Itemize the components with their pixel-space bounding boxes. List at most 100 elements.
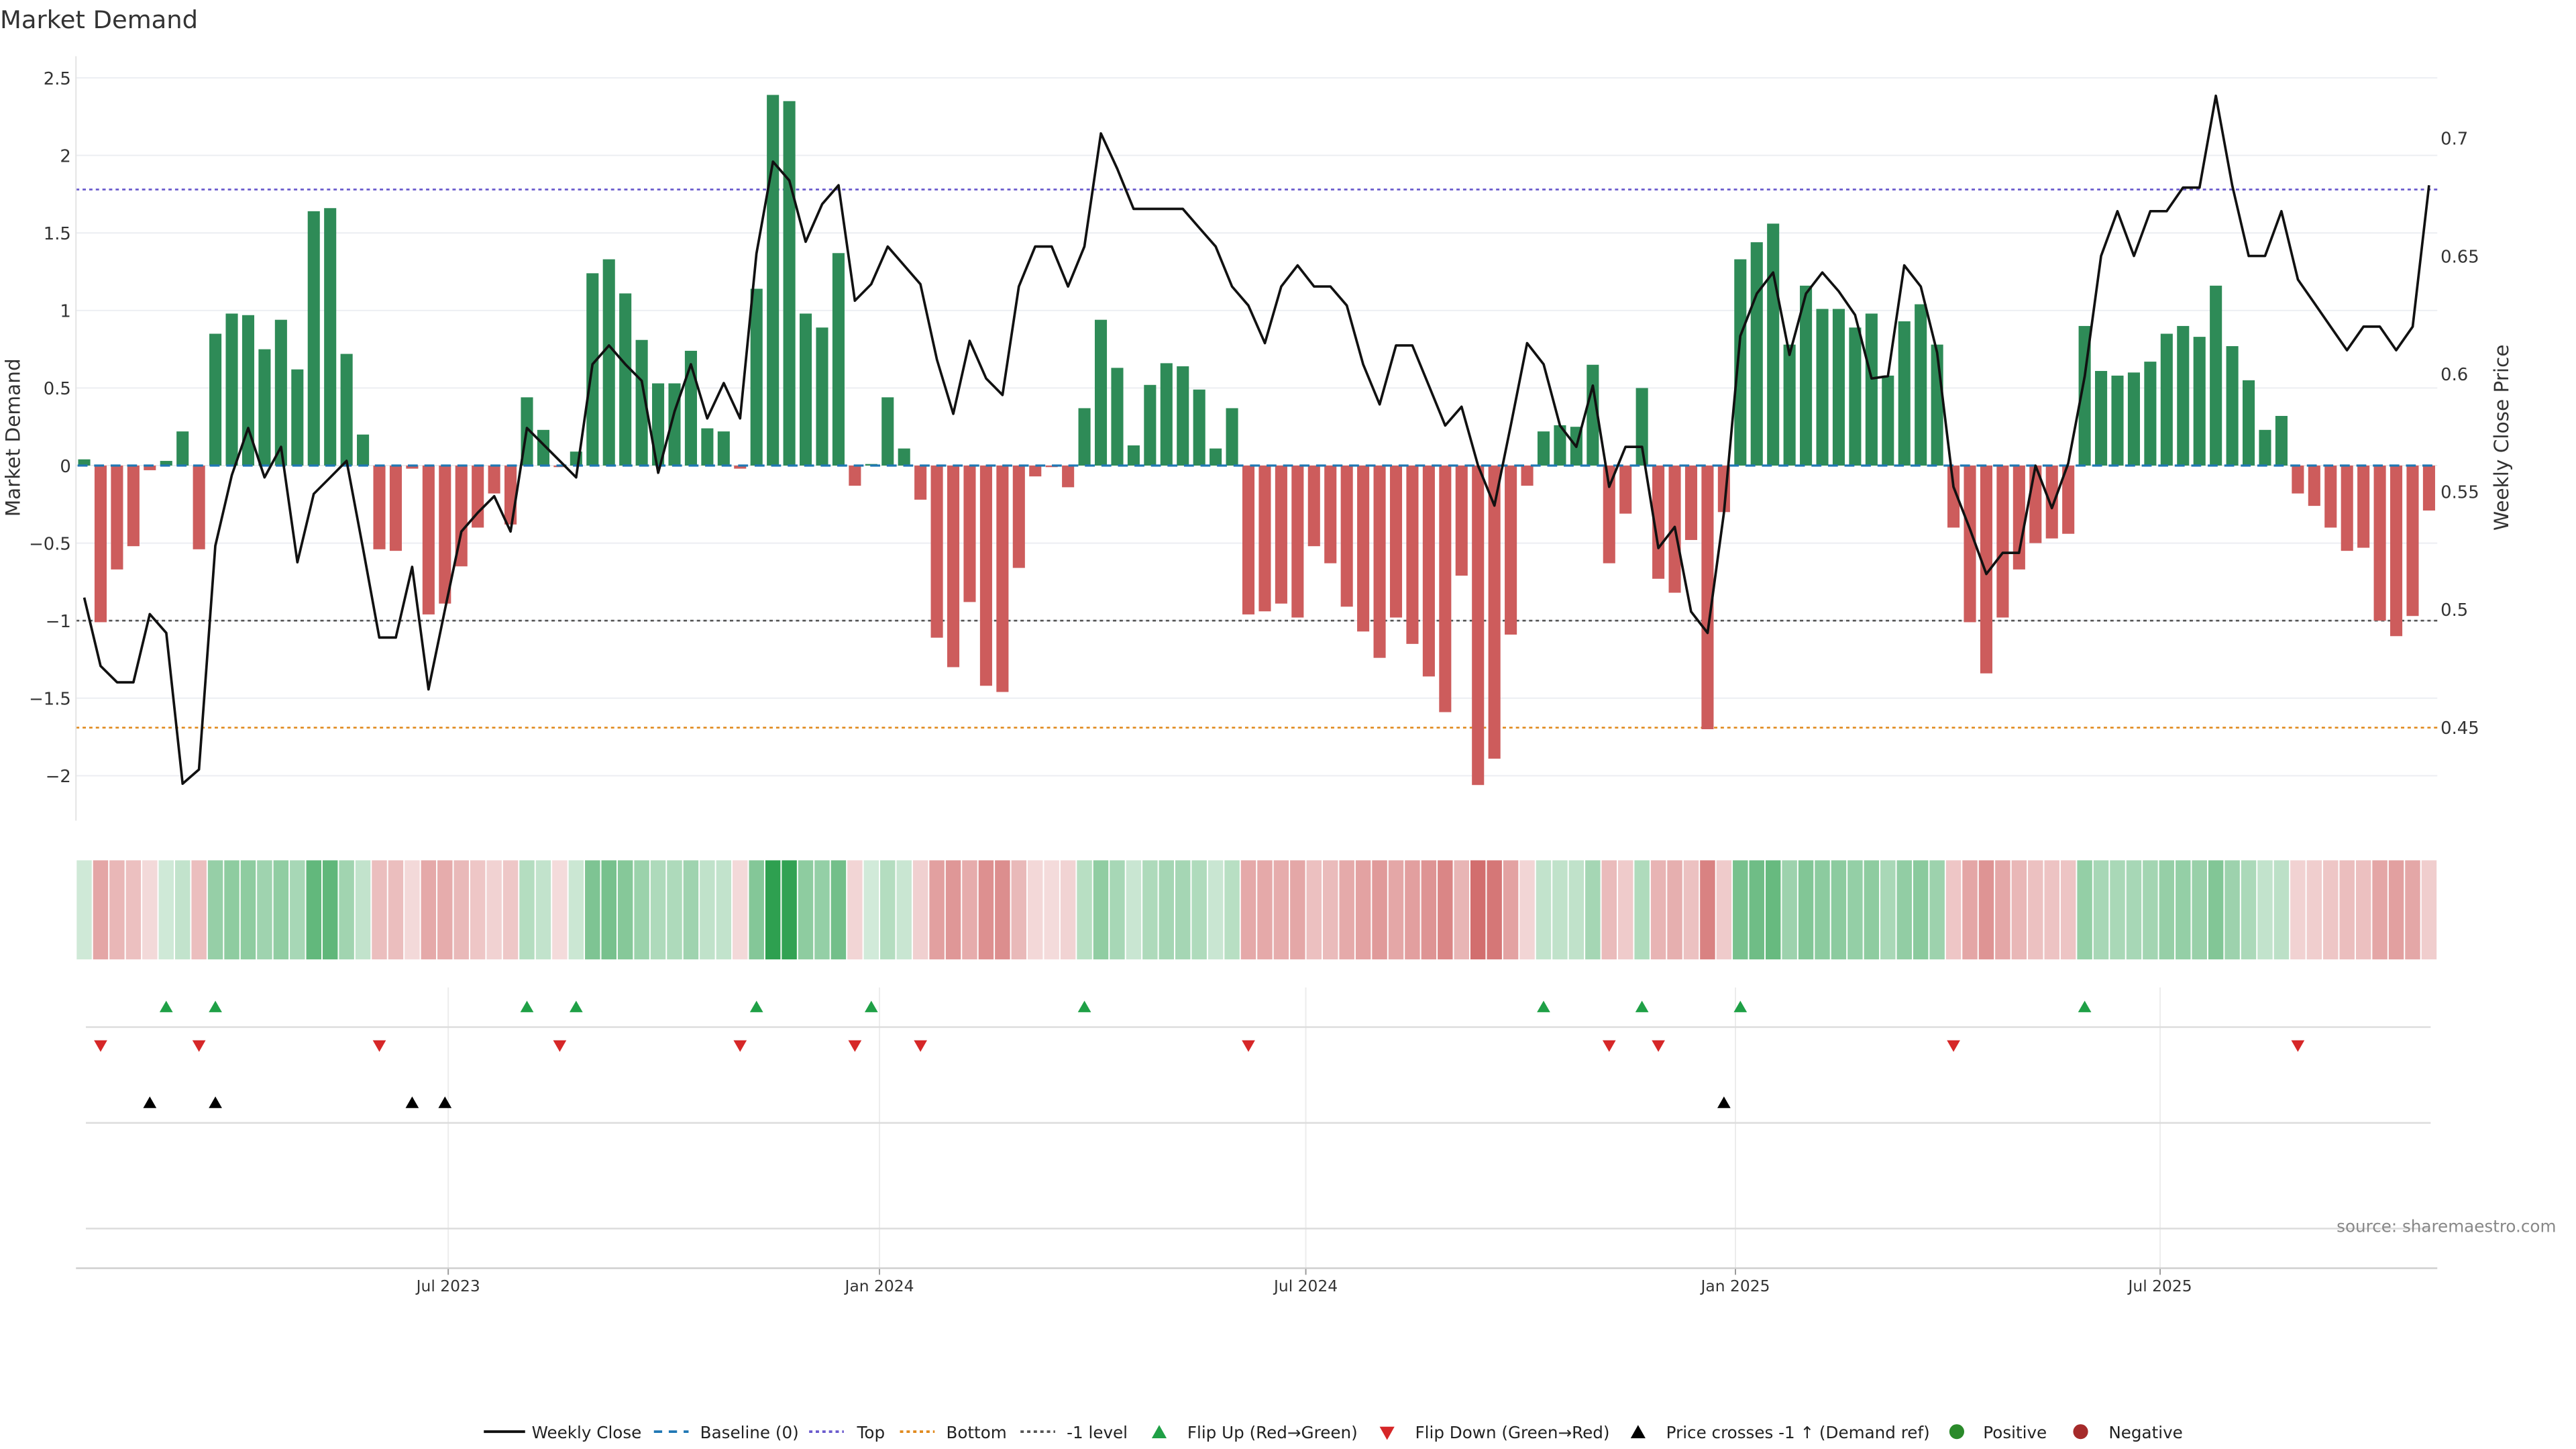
heat-cell: [2273, 860, 2290, 960]
heat-cell: [568, 860, 584, 960]
heat-cell: [798, 860, 814, 960]
legend-item-top: Top: [809, 1423, 885, 1442]
heat-cell: [650, 860, 666, 960]
demand-bar: [2422, 465, 2435, 511]
heat-cell: [1913, 860, 1929, 960]
heat-cell: [1421, 860, 1437, 960]
heat-cell: [535, 860, 551, 960]
heat-cell: [1667, 860, 1682, 960]
demand-bar: [1652, 465, 1665, 579]
demand-bar: [783, 101, 796, 466]
flip-down-marker: [192, 1040, 206, 1052]
demand-bar: [2177, 325, 2190, 466]
y2-tick-label: 0.45: [2440, 718, 2479, 739]
demand-bar: [1160, 363, 1173, 466]
demand-bar: [1980, 465, 1992, 674]
demand-bar: [2111, 375, 2124, 466]
demand-bar: [2012, 465, 2025, 570]
demand-bar: [1226, 408, 1238, 466]
heat-cell: [207, 860, 223, 960]
demand-bar: [2144, 362, 2157, 466]
heat-cell: [2372, 860, 2387, 960]
legend-item-negative: Negative: [2073, 1423, 2183, 1442]
flip-down-marker: [2291, 1040, 2305, 1052]
heat-cell: [355, 860, 371, 960]
demand-bar: [1210, 448, 1222, 466]
demand-bar: [1996, 465, 2009, 618]
heat-cell: [601, 860, 616, 960]
heat-cell: [1880, 860, 1896, 960]
y-tick-label: 2.5: [44, 69, 71, 89]
demand-bar: [930, 465, 943, 638]
heat-cell: [1782, 860, 1797, 960]
y-tick-label: −1.5: [29, 690, 71, 710]
heat-cell: [290, 860, 305, 960]
heat-cell: [339, 860, 354, 960]
y2-axis-label: Weekly Close Price: [2490, 344, 2513, 531]
y-tick-label: −1: [46, 612, 71, 632]
heat-cell: [470, 860, 486, 960]
heat-cell: [1519, 860, 1535, 960]
flip-down-marker: [1652, 1040, 1665, 1052]
demand-bar: [1078, 408, 1091, 466]
heat-cell: [2241, 860, 2257, 960]
demand-bar: [307, 211, 320, 466]
demand-bar: [1389, 465, 1403, 618]
heat-cell: [1634, 860, 1650, 960]
demand-bar: [1439, 465, 1452, 712]
heat-cell: [765, 860, 781, 960]
demand-bar: [684, 350, 697, 466]
price-cross-up-marker: [209, 1096, 222, 1108]
grid-lines: [76, 77, 2438, 1269]
heat-cell: [1929, 860, 1945, 960]
demand-bar: [2324, 465, 2337, 528]
demand-bar: [1472, 465, 1485, 786]
heat-cell: [1962, 860, 1978, 960]
heat-cell: [2323, 860, 2339, 960]
demand-bar: [1898, 321, 1911, 466]
x-tick-label: Jul 2024: [1273, 1277, 1338, 1295]
demand-bar: [1275, 465, 1287, 604]
flip-down-marker: [372, 1040, 386, 1052]
demand-bar: [816, 327, 828, 466]
heat-cell: [1765, 860, 1781, 960]
demand-bar: [1488, 465, 1501, 759]
heat-cell: [552, 860, 568, 960]
demand-bar: [2341, 465, 2353, 551]
heat-cell: [1405, 860, 1420, 960]
heat-cell: [257, 860, 272, 960]
circle-icon: [2073, 1424, 2088, 1440]
demand-bar: [2292, 465, 2304, 494]
heat-cell: [962, 860, 977, 960]
legend-item-positive: Positive: [1949, 1423, 2047, 1442]
demand-bar: [2390, 465, 2403, 637]
demand-bar: [2275, 416, 2288, 466]
triangle-up-icon: [1151, 1425, 1167, 1438]
y-tick-label: 0.5: [44, 379, 71, 399]
heat-cell: [2224, 860, 2240, 960]
heat-cell: [2208, 860, 2224, 960]
heat-cell: [1896, 860, 1912, 960]
heat-cell: [1650, 860, 1666, 960]
demand-bar: [1111, 368, 1124, 466]
demand-bar: [963, 465, 976, 602]
heat-cell: [76, 860, 92, 960]
demand-bar: [160, 461, 172, 466]
heat-cell: [273, 860, 289, 960]
heat-cell: [733, 860, 748, 960]
heat-cell: [1060, 860, 1076, 960]
heat-cell: [2028, 860, 2043, 960]
heat-cell: [929, 860, 945, 960]
y2-tick-label: 0.6: [2440, 365, 2468, 385]
demand-bar: [357, 434, 370, 466]
demand-bar: [1619, 465, 1632, 514]
heat-cell: [1077, 860, 1092, 960]
heat-cell: [1126, 860, 1142, 960]
demand-bar: [1587, 364, 1599, 466]
demand-bar: [881, 397, 894, 466]
heat-cell: [109, 860, 125, 960]
price-cross-panel: [143, 1096, 1731, 1108]
heat-cell: [863, 860, 879, 960]
heat-cell: [519, 860, 535, 960]
heat-cell: [2060, 860, 2076, 960]
